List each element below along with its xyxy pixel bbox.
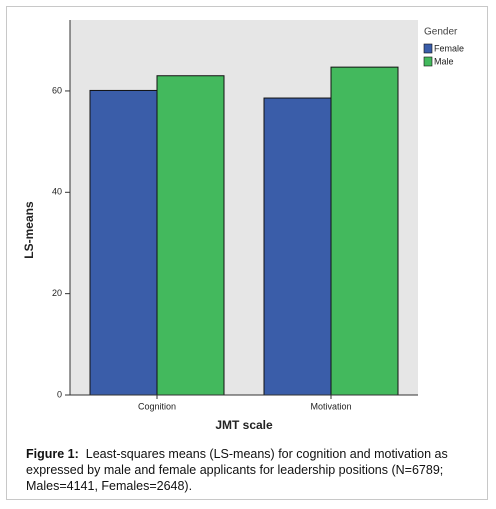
figure-border (6, 6, 488, 500)
legend-label: Female (434, 43, 464, 53)
legend-swatch (423, 43, 433, 54)
bar (263, 97, 332, 396)
y-tick-label: 40 (52, 187, 62, 197)
y-axis-label: LS-means (22, 201, 36, 259)
legend-title: Gender (424, 27, 458, 38)
caption-label: Figure 1: (26, 447, 79, 461)
caption: Figure 1: Least-squares means (LS-means)… (26, 446, 476, 494)
caption-text: Least-squares means (LS-means) for cogni… (26, 447, 448, 493)
x-tick-label: Motivation (310, 401, 351, 411)
x-tick-label: Cognition (138, 401, 176, 411)
bar (156, 75, 225, 396)
bar (330, 66, 399, 396)
legend-label: Male (434, 56, 454, 66)
y-tick-label: 60 (52, 85, 62, 95)
x-axis-label: JMT scale (215, 418, 273, 432)
bar (89, 89, 158, 396)
legend-swatch (423, 56, 433, 67)
y-tick-label: 20 (52, 288, 62, 298)
chart: LS-means JMT scale Gender 0 20 40 60 Cogniti… (22, 20, 464, 432)
y-tick-label: 0 (57, 389, 62, 399)
